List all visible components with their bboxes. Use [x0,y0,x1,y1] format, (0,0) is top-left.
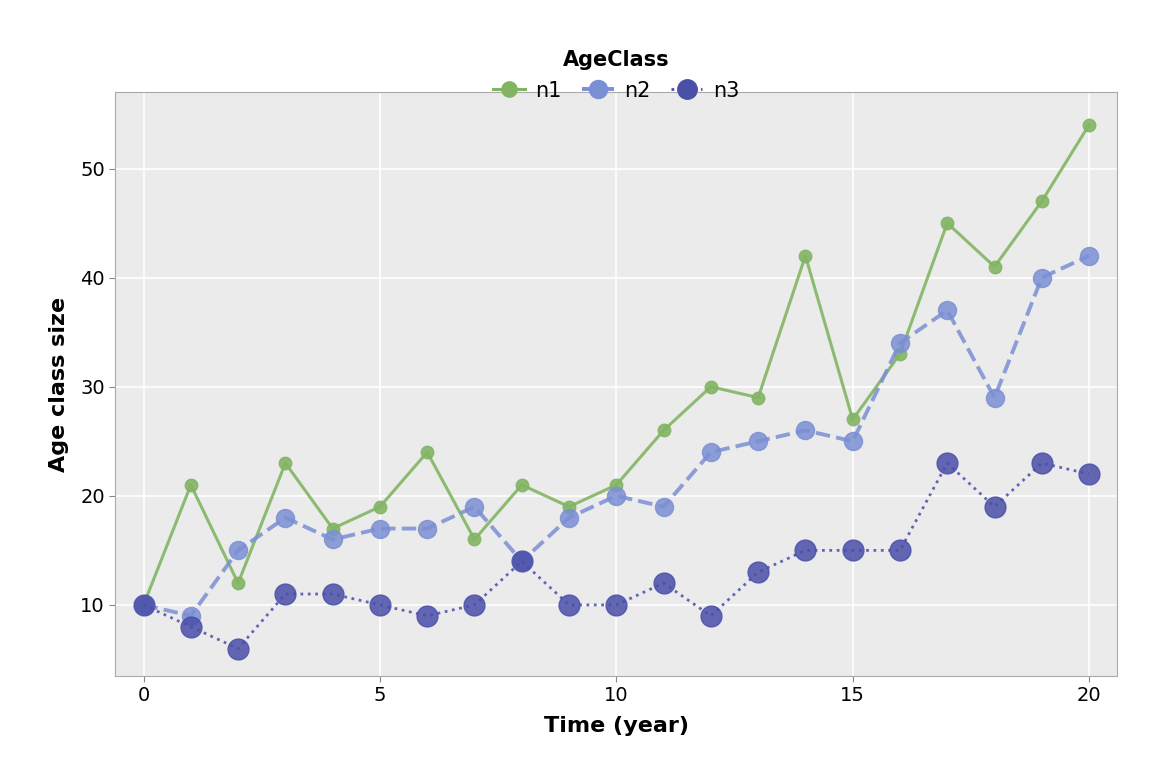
X-axis label: Time (year): Time (year) [544,717,689,737]
Legend: n1, n2, n3: n1, n2, n3 [487,45,745,108]
Y-axis label: Age class size: Age class size [48,296,69,472]
